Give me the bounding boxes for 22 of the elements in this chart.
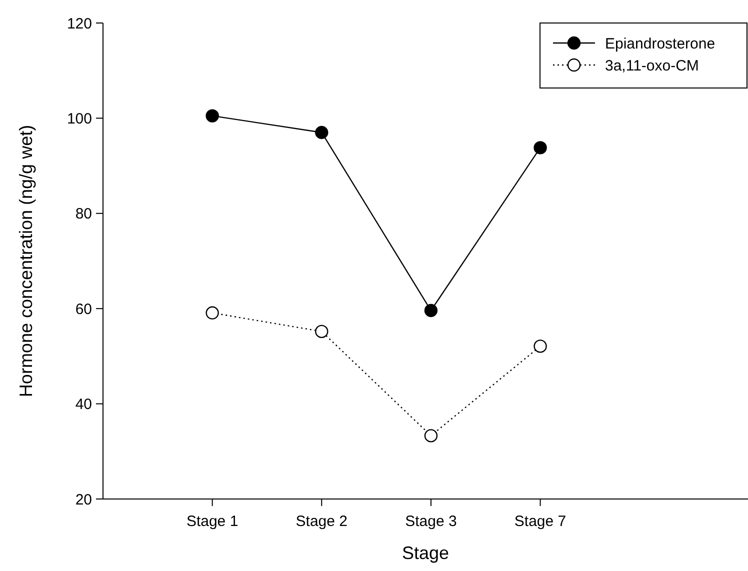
point xyxy=(424,429,438,442)
legend-label: 3a,11-oxo-CM xyxy=(605,57,699,74)
x-tick-label: Stage 3 xyxy=(405,513,457,530)
y-tick-label: 100 xyxy=(66,110,92,128)
y-tick-label: 80 xyxy=(75,206,92,223)
legend-label: Epiandrosterone xyxy=(605,35,716,52)
point xyxy=(534,141,547,154)
y-axis-title: Hormone concentration (ng/g wet) xyxy=(16,124,36,398)
point xyxy=(315,126,328,140)
point xyxy=(315,324,328,338)
x-tick-label: Stage 7 xyxy=(514,513,566,530)
point xyxy=(534,340,547,353)
y-tick-label: 40 xyxy=(75,396,92,414)
y-tick-label: 120 xyxy=(66,15,92,32)
x-axis-title: Stage xyxy=(402,543,450,563)
y-tick-label: 20 xyxy=(75,491,92,508)
x-tick-label: Stage 1 xyxy=(186,513,238,530)
point xyxy=(206,109,219,122)
y-tick-label: 60 xyxy=(75,300,92,318)
point xyxy=(206,306,219,320)
x-tick-label: Stage 2 xyxy=(296,513,348,530)
point xyxy=(424,304,438,318)
